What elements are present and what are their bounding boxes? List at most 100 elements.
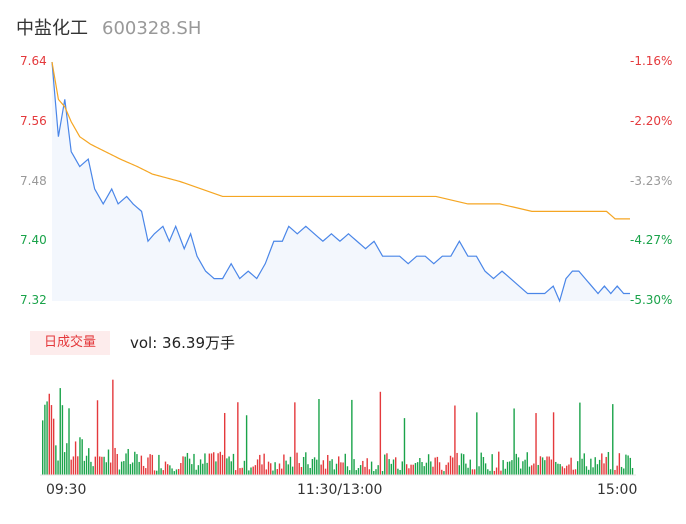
volume-bar	[46, 401, 47, 475]
volume-bar	[62, 405, 63, 475]
volume-bar	[42, 420, 43, 475]
volume-bar	[178, 469, 179, 475]
volume-bar	[303, 457, 304, 475]
volume-bar	[211, 453, 212, 475]
volume-bar	[375, 469, 376, 475]
volume-bar	[430, 461, 431, 475]
volume-bar	[599, 460, 600, 475]
volume-bar	[454, 406, 455, 475]
time-label-midday: 11:30/13:00	[297, 482, 382, 498]
volume-bar	[426, 463, 427, 475]
volume-bar	[143, 466, 144, 475]
volume-bar	[388, 459, 389, 475]
volume-bar	[305, 452, 306, 475]
volume-bar	[527, 452, 528, 475]
volume-bar	[553, 412, 554, 475]
volume-bar	[290, 457, 291, 475]
volume-bar	[239, 468, 240, 475]
volume-bar	[79, 437, 80, 475]
volume-bars	[42, 380, 633, 475]
volume-bar	[384, 455, 385, 475]
volume-bar	[123, 461, 124, 475]
volume-bar	[511, 460, 512, 475]
volume-bar	[533, 464, 534, 475]
volume-bar	[606, 457, 607, 475]
volume-bar	[345, 454, 346, 475]
volume-bar	[496, 468, 497, 475]
volume-bar	[189, 459, 190, 475]
volume-bar	[456, 453, 457, 475]
volume-bar	[55, 445, 56, 475]
volume-bar	[463, 454, 464, 475]
volume-bar	[601, 453, 602, 475]
volume-bar	[106, 462, 107, 475]
volume-bar	[632, 468, 633, 475]
volume-bar	[84, 461, 85, 475]
volume-bar	[92, 466, 93, 475]
volume-bar	[630, 458, 631, 475]
volume-bar	[513, 408, 514, 475]
volume-bar	[535, 413, 536, 475]
volume-bar	[88, 448, 89, 475]
volume-bar	[323, 460, 324, 475]
volume-bar	[204, 453, 205, 475]
volume-bar	[195, 470, 196, 475]
volume-bar	[474, 469, 475, 475]
volume-bar	[610, 469, 611, 475]
volume-bar	[261, 464, 262, 475]
volume-bar	[450, 456, 451, 475]
volume-bar	[242, 468, 243, 475]
volume-bar	[351, 400, 352, 475]
volume-bar	[544, 460, 545, 475]
volume-bar	[152, 455, 153, 475]
volume-bar	[198, 465, 199, 475]
volume-bar	[257, 459, 258, 475]
volume-bar	[616, 466, 617, 475]
volume-bar	[294, 402, 295, 475]
volume-bar	[66, 443, 67, 475]
volume-bar	[590, 459, 591, 475]
volume-bar	[377, 465, 378, 475]
volume-bar	[60, 388, 61, 475]
volume-bar	[595, 457, 596, 475]
volume-bar	[165, 462, 166, 475]
volume-bar	[461, 453, 462, 475]
volume-bar	[470, 460, 471, 475]
volume-bar	[538, 465, 539, 475]
volume-bar	[138, 462, 139, 475]
volume-bar	[362, 461, 363, 475]
volume-bar	[117, 454, 118, 475]
volume-bar	[502, 460, 503, 475]
volume-bar	[573, 470, 574, 475]
volume-bar	[266, 469, 267, 475]
volume-bar	[97, 400, 98, 475]
volume-bar	[434, 458, 435, 475]
volume-bar	[149, 454, 150, 475]
volume-bar	[213, 452, 214, 475]
volume-bar	[566, 466, 567, 475]
volume-bar	[529, 467, 530, 475]
volume-bar	[331, 459, 332, 475]
volume-bar	[132, 463, 133, 476]
volume-bar	[489, 471, 490, 475]
volume-bar	[413, 465, 414, 475]
volume-bar	[103, 457, 104, 475]
volume-bar	[128, 449, 129, 475]
volume-bar	[250, 468, 251, 475]
volume-bar	[557, 464, 558, 475]
volume-bar	[209, 454, 210, 475]
volume-bar	[134, 452, 135, 475]
volume-bar	[334, 469, 335, 475]
volume-bar	[255, 465, 256, 475]
volume-bar	[522, 461, 523, 475]
volume-bar	[406, 464, 407, 475]
volume-tab[interactable]: 日成交量	[30, 331, 110, 355]
volume-bar	[299, 463, 300, 475]
volume-bar	[202, 464, 203, 475]
volume-bar	[310, 468, 311, 475]
volume-bar	[386, 453, 387, 475]
volume-bar	[231, 461, 232, 475]
volume-bar	[397, 469, 398, 475]
volume-bar	[125, 453, 126, 475]
volume-bar	[516, 454, 517, 475]
